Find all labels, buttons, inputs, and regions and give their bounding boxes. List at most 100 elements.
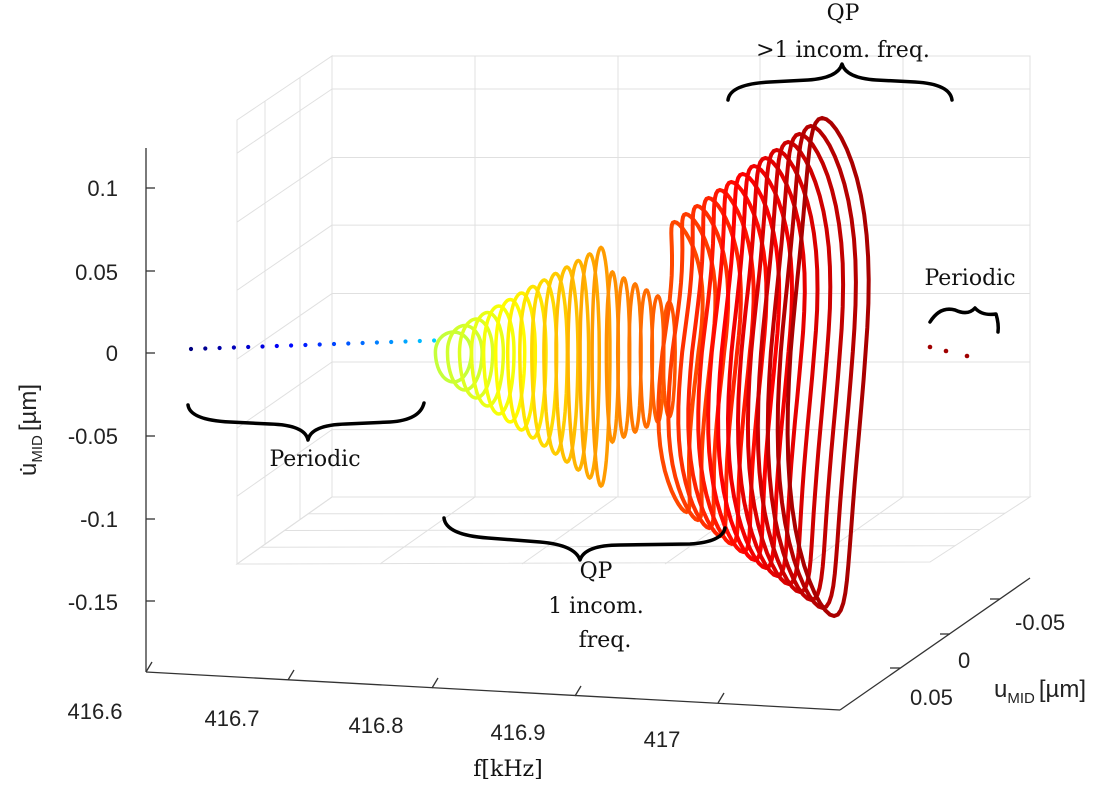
x-tick-labels: 416.6 416.7 416.8 416.9 417: [67, 699, 680, 752]
trajectory-point: [360, 340, 365, 346]
trajectory-loop: [638, 288, 655, 430]
z-tick-label: 0: [106, 341, 118, 366]
grid-line: [284, 529, 981, 531]
trajectory-loop: [493, 297, 527, 424]
trajectory-point: [274, 343, 279, 349]
region-braces: [186, 62, 1000, 562]
x-axis-label: f[kHz]: [473, 757, 542, 782]
svg-text:uMID[µm]: uMID [µm]: [994, 676, 1086, 707]
trajectory-point: [403, 339, 408, 344]
trajectory-loop: [457, 317, 495, 400]
z-axis-label-sub: MID: [29, 435, 46, 463]
trajectory-point: [417, 338, 422, 344]
trajectory-loop: [505, 291, 538, 432]
brace-qp1: [442, 516, 727, 562]
grid-line: [379, 496, 476, 565]
grid-line: [236, 293, 333, 360]
trajectory-point: [231, 345, 236, 350]
trajectory-point: [203, 346, 208, 351]
z-tick-label: 0.1: [87, 176, 118, 201]
trajectory-loop: [627, 281, 643, 435]
trajectory-curves: [188, 115, 970, 619]
x-tick-label: 416.9: [490, 720, 545, 745]
trajectory-point: [217, 345, 222, 351]
annotation-periodic-left: Periodic: [269, 447, 360, 472]
trajectory-loop: [650, 294, 666, 425]
y-axis-label-main: u: [994, 676, 1007, 703]
trajectory-loop: [518, 284, 548, 440]
grid-line: [236, 361, 333, 429]
x-tick: [717, 692, 725, 704]
x-tick: [287, 669, 295, 681]
trajectory-point: [374, 340, 379, 345]
z-axis-label-main: u̇: [15, 463, 42, 476]
z-tick-label: -0.1: [80, 507, 118, 532]
y-axis-label-unit: [µm]: [1039, 676, 1086, 703]
trajectory-loop: [755, 139, 833, 595]
back-wall-grid: [235, 55, 1032, 565]
y-tick-label: 0: [958, 648, 970, 673]
trajectory-point: [317, 342, 322, 347]
brace-periodic-left: [186, 401, 426, 442]
trajectory-loop: [785, 115, 871, 619]
x-tick-label: 416.7: [204, 706, 259, 731]
trajectory-point: [303, 342, 308, 348]
trajectory-loop: [469, 310, 506, 408]
x-tick-label: 416.6: [67, 699, 122, 724]
tick-marks: [145, 187, 1000, 704]
x-tick: [431, 677, 439, 689]
trajectory-point: [927, 344, 933, 350]
z-tick-label: -0.15: [68, 590, 118, 615]
trajectory-point: [346, 341, 351, 346]
trajectory-loop: [604, 269, 621, 445]
y-tick-label: -0.05: [1015, 610, 1065, 635]
z-tick-label: -0.05: [68, 424, 118, 449]
region-annotations: Periodic QP 1 incom. freq. QP >1 incom. …: [269, 1, 1015, 653]
annotation-periodic-right: Periodic: [924, 266, 1015, 291]
trajectory-loop: [433, 330, 474, 384]
trajectory-loop: [590, 245, 612, 489]
trajectory-loop: [775, 123, 858, 611]
trajectory-loop: [615, 275, 632, 440]
y-axis-label: uMID [µm]: [994, 676, 1086, 707]
trajectory-point: [260, 344, 265, 349]
grid-line: [236, 224, 333, 291]
z-tick-label: 0.05: [75, 260, 118, 285]
grid-line: [236, 429, 333, 497]
trajectory-point: [964, 353, 970, 359]
x-axis: [145, 671, 841, 711]
grid-line: [236, 496, 333, 565]
x-tick-label: 416.8: [348, 713, 403, 738]
z-axis-label-unit: [µm]: [15, 384, 42, 431]
trajectory-point: [432, 338, 437, 343]
trajectory-point: [331, 341, 337, 347]
y-tick-label: 0.05: [910, 685, 953, 710]
grid-line: [308, 512, 1006, 515]
trajectory-point: [188, 346, 194, 352]
brace-periodic-right: [928, 306, 1000, 334]
grid-line: [236, 157, 333, 223]
brace-qp2: [726, 62, 954, 102]
trajectory-point: [943, 348, 949, 354]
trajectory-point: [389, 339, 394, 345]
annotation-qp1-line3: freq.: [579, 628, 632, 653]
trajectory-loop: [530, 278, 559, 448]
x-tick: [145, 661, 153, 673]
annotation-qp1-line1: QP: [580, 559, 613, 584]
trajectory-point: [289, 343, 294, 348]
grid-line: [521, 496, 618, 565]
annotation-qp2-line2: >1 incom. freq.: [756, 38, 930, 63]
x-tick-label: 417: [644, 727, 681, 752]
grid-lines: [236, 56, 1030, 565]
trajectory-point: [246, 344, 251, 350]
y-axis-label-sub: MID: [1007, 690, 1035, 707]
y-tick-labels: -0.05 0 0.05: [910, 610, 1065, 710]
x-tick: [574, 685, 582, 697]
grid-line: [236, 88, 333, 154]
z-tick-labels: 0.1 0.05 0 -0.05 -0.1 -0.15: [68, 176, 118, 615]
annotation-qp2-line1: QP: [827, 1, 860, 26]
z-axis-label: u̇MID [µm]: [15, 384, 46, 476]
trajectory-loop: [481, 304, 516, 416]
axes: [145, 148, 1031, 711]
